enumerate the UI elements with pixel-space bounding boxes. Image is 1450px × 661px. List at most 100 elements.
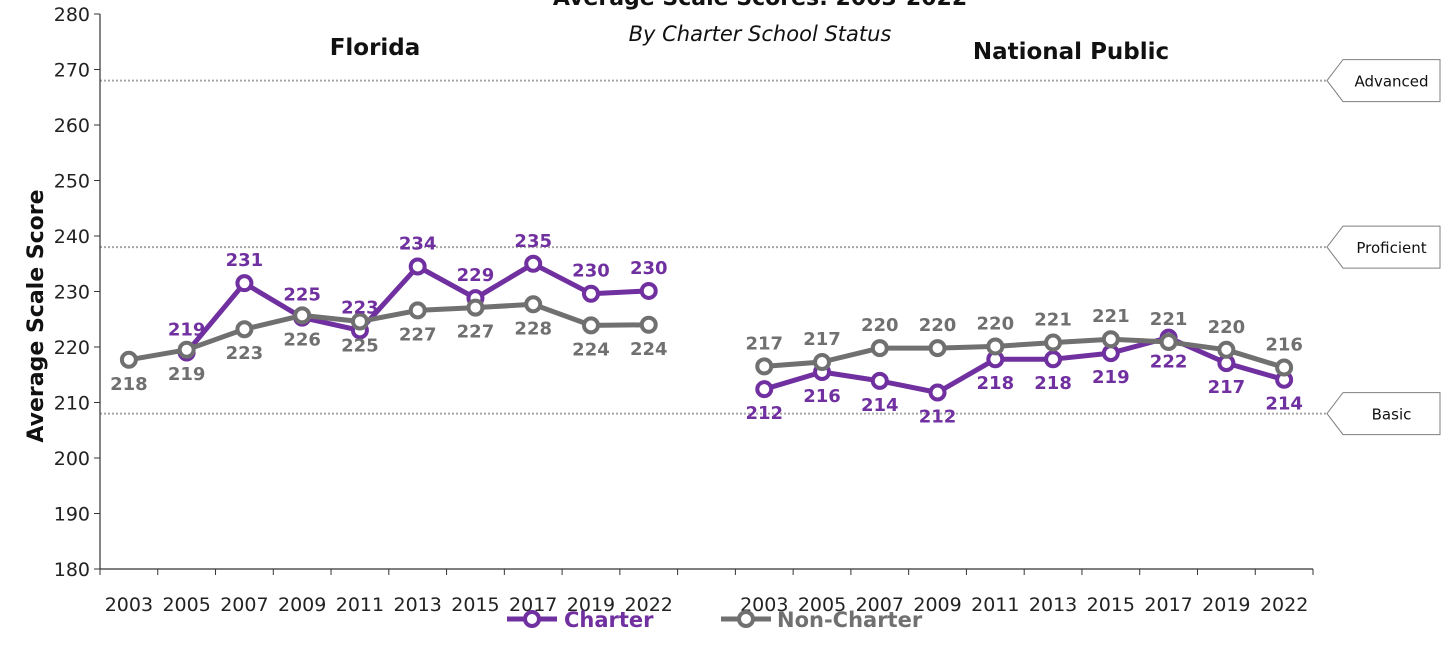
data-label: 221: [1092, 306, 1130, 327]
data-label: 224: [630, 339, 668, 360]
x-tick-label: 2017: [1144, 594, 1192, 616]
x-tick-label: 2003: [740, 594, 788, 616]
x-tick-label: 2011: [336, 594, 384, 616]
y-tick-label: 220: [54, 337, 90, 359]
y-tick-label: 200: [54, 448, 90, 470]
y-tick-label: 250: [54, 171, 90, 193]
y-tick-label: 180: [54, 559, 90, 581]
x-tick-label: 2015: [1087, 594, 1135, 616]
data-point: [1217, 340, 1236, 359]
data-label: 228: [514, 318, 552, 339]
y-axis-label: Average Scale Score: [24, 189, 49, 442]
data-label: 229: [457, 265, 495, 286]
data-point: [870, 371, 889, 390]
x-tick-label: 2013: [394, 594, 442, 616]
benchmark-lines: Advanced Proficient Basic: [100, 59, 1441, 436]
data-point: [524, 295, 543, 314]
data-point: [350, 312, 369, 331]
data-label: 226: [283, 329, 321, 350]
y-tick-label: 210: [54, 393, 90, 415]
data-labels: 219 231 225 223 234 229 235 230 230 218 219 223 226 2…: [110, 231, 1303, 428]
data-label: 219: [168, 320, 206, 341]
data-label: 217: [803, 329, 841, 350]
y-tick-label: 270: [54, 60, 90, 82]
x-tick-label: 2011: [971, 594, 1019, 616]
x-tick-label: 2019: [1202, 594, 1250, 616]
data-point: [581, 284, 600, 303]
chart-subtitle: By Charter School Status: [629, 22, 892, 46]
data-label: 225: [283, 285, 321, 306]
chart-title: Average Scale Scores: 2003-2022: [553, 0, 967, 11]
series-line-charter: [763, 335, 1285, 395]
x-tick-label: 2005: [798, 594, 846, 616]
data-point: [119, 350, 138, 369]
data-label: 214: [861, 395, 899, 416]
data-point: [235, 320, 254, 339]
data-point: [1044, 333, 1063, 352]
y-tick-label: 260: [54, 115, 90, 137]
y-tick-label: 240: [54, 226, 90, 248]
data-point: [1275, 358, 1294, 377]
data-label: 227: [457, 322, 495, 343]
x-tick-label: 2015: [451, 594, 499, 616]
benchmark-tag-advanced: [1326, 59, 1441, 103]
data-point: [581, 316, 600, 335]
data-label: 223: [226, 343, 264, 364]
x-tick-label: 2017: [509, 594, 557, 616]
data-label: 230: [630, 258, 668, 279]
data-label: 212: [745, 403, 783, 424]
data-point: [1159, 333, 1178, 352]
x-tick-label: 2013: [1029, 594, 1077, 616]
benchmark-label: Proficient: [1356, 239, 1426, 257]
data-label: 235: [514, 231, 552, 252]
y-tick-label: 230: [54, 282, 90, 304]
data-label: 218: [1034, 373, 1072, 394]
legend-charter-marker: [523, 610, 541, 628]
benchmark-label: Basic: [1372, 406, 1412, 424]
data-label: 216: [803, 386, 841, 407]
data-point: [813, 352, 832, 371]
data-point: [928, 339, 947, 358]
data-point: [177, 340, 196, 359]
data-label: 217: [1208, 377, 1246, 398]
data-point: [1044, 350, 1063, 369]
data-label: 220: [1208, 317, 1246, 338]
legend-noncharter-label: Non-Charter: [777, 608, 923, 632]
data-label: 219: [1092, 367, 1130, 388]
data-label: 216: [1265, 335, 1303, 356]
data-label: 231: [226, 250, 264, 271]
benchmark-tag-proficient: [1326, 225, 1441, 269]
y-tick-label: 190: [54, 504, 90, 526]
x-tick-label: 2019: [567, 594, 615, 616]
data-point: [408, 257, 427, 276]
panel-title-florida: Florida: [330, 35, 421, 61]
data-label: 222: [1150, 352, 1188, 373]
data-label: 220: [861, 315, 899, 336]
data-label: 227: [399, 324, 437, 345]
data-point: [755, 357, 774, 376]
data-point: [639, 315, 658, 334]
data-label: 219: [168, 364, 206, 385]
data-label: 224: [572, 339, 610, 360]
legend-noncharter-marker: [737, 610, 755, 628]
data-label: 225: [341, 335, 379, 356]
x-tick-label: 2005: [162, 594, 210, 616]
series-line-non-charter: [128, 301, 649, 363]
data-point: [408, 301, 427, 320]
legend-charter-label: Charter: [564, 608, 654, 632]
data-point: [1101, 330, 1120, 349]
benchmark-label: Advanced: [1354, 73, 1428, 91]
legend: Charter Non-Charter: [507, 608, 923, 632]
data-label: 221: [1150, 309, 1188, 330]
data-point: [524, 254, 543, 273]
data-label: 214: [1265, 394, 1303, 415]
data-label: 218: [110, 374, 148, 395]
x-tick-label: 2009: [913, 594, 961, 616]
data-point: [466, 298, 485, 317]
series-lines: [119, 254, 1294, 402]
data-label: 220: [977, 313, 1015, 334]
y-tick-label: 280: [54, 4, 90, 26]
x-tick-label: 2007: [856, 594, 904, 616]
data-label: 218: [977, 373, 1015, 394]
